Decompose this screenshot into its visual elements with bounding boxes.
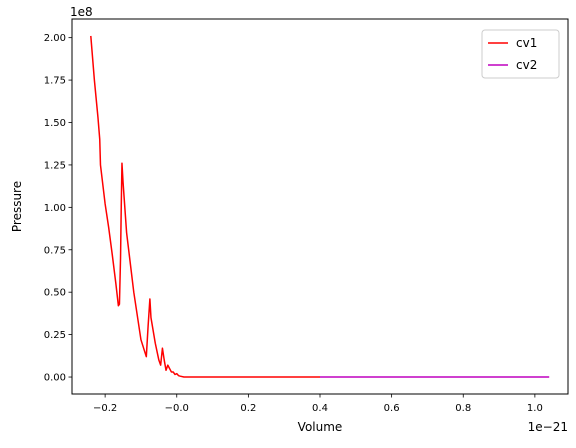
x-tick-label: 0.4	[312, 403, 328, 414]
y-axis-label: Pressure	[10, 181, 24, 232]
y-axis: 0.00 0.25 0.50 0.75 1.00 1.25 1.50 1.75 2.00	[44, 33, 72, 384]
x-tick-label: −0.0	[165, 403, 189, 414]
y-tick-label: 0.25	[44, 330, 66, 341]
y-tick-label: 1.25	[44, 160, 66, 171]
y-tick-label: 0.75	[44, 245, 66, 256]
y-offset-label: 1e8	[70, 5, 93, 19]
x-axis: −0.2 −0.0 0.2 0.4 0.6 0.8 1.0	[93, 394, 543, 414]
legend-box	[481, 29, 560, 79]
y-tick-label: 1.50	[44, 118, 66, 129]
y-tick-label: 2.00	[44, 33, 66, 44]
y-tick-label: 1.75	[44, 76, 66, 87]
x-axis-label: Volume	[298, 420, 343, 434]
legend-label-cv1: cv1	[516, 36, 537, 50]
x-tick-label: 0.2	[240, 403, 256, 414]
x-tick-label: 0.8	[455, 403, 471, 414]
x-tick-label: −0.2	[93, 403, 117, 414]
x-tick-label: 0.6	[384, 403, 400, 414]
y-tick-label: 0.00	[44, 373, 66, 384]
legend-label-cv2: cv2	[516, 58, 537, 72]
x-offset-label: 1e−21	[528, 420, 568, 434]
legend: cv1 cv2	[481, 29, 560, 79]
y-tick-label: 0.50	[44, 288, 66, 299]
y-tick-label: 1.00	[44, 203, 66, 214]
series-layer	[90, 35, 550, 378]
x-tick-label: 1.0	[527, 403, 543, 414]
series-line-cv1	[90, 35, 320, 378]
